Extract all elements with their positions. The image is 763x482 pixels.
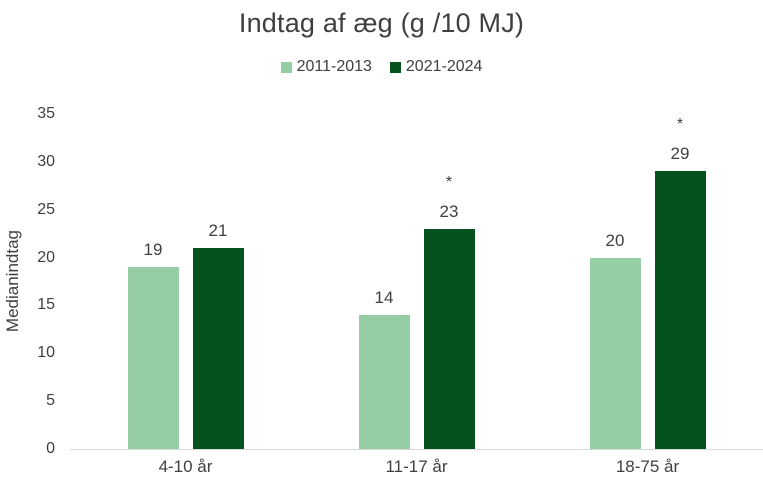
- y-tick-label: 0: [46, 440, 55, 457]
- y-tick-label: 35: [37, 105, 55, 122]
- x-category-label: 18-75 år: [615, 457, 680, 476]
- chart-title: Indtag af æg (g /10 MJ): [238, 8, 525, 38]
- bar-value-label: 23: [439, 201, 459, 221]
- bar-value-label: 20: [605, 230, 625, 250]
- bar: [127, 267, 179, 449]
- bar-value-label: 19: [143, 240, 163, 260]
- y-axis-ticks: 0 5 10 15 20 25 30 35: [0, 105, 55, 457]
- bar: [423, 228, 475, 449]
- legend-item: 2021-2024: [389, 58, 483, 76]
- bar: [192, 248, 244, 449]
- bar-value-label: 14: [374, 288, 394, 307]
- x-category-label: 4-10 år: [158, 457, 213, 476]
- y-tick-label: 15: [37, 296, 55, 314]
- y-tick-label: 5: [46, 392, 55, 410]
- legend-swatch-icon: [389, 61, 401, 73]
- legend-item: 2011-2013: [280, 58, 372, 76]
- legend: 2011-2013 2021-2024: [0, 58, 763, 76]
- legend-label: 2011-2013: [296, 58, 372, 75]
- x-category-label: 11-17 år: [385, 457, 448, 476]
- y-tick-label: 20: [37, 248, 55, 266]
- bar: [654, 171, 706, 449]
- y-tick-label: 25: [37, 200, 55, 218]
- y-tick-label: 10: [37, 344, 55, 362]
- y-tick-label: 30: [37, 152, 55, 170]
- legend-label: 2021-2024: [405, 58, 483, 75]
- bar-value-label: 21: [208, 221, 228, 240]
- bar-value-label: 29: [670, 144, 690, 164]
- significance-star: *: [676, 116, 684, 134]
- bar: [358, 315, 410, 449]
- legend-swatch-icon: [280, 61, 292, 73]
- plot-area: 19 21 4-10 år 14 23 * 11-17 år 20 29 * 18-75 år: [70, 114, 763, 476]
- x-axis-line: [70, 449, 763, 450]
- bar: [589, 257, 641, 449]
- significance-star: *: [445, 173, 453, 191]
